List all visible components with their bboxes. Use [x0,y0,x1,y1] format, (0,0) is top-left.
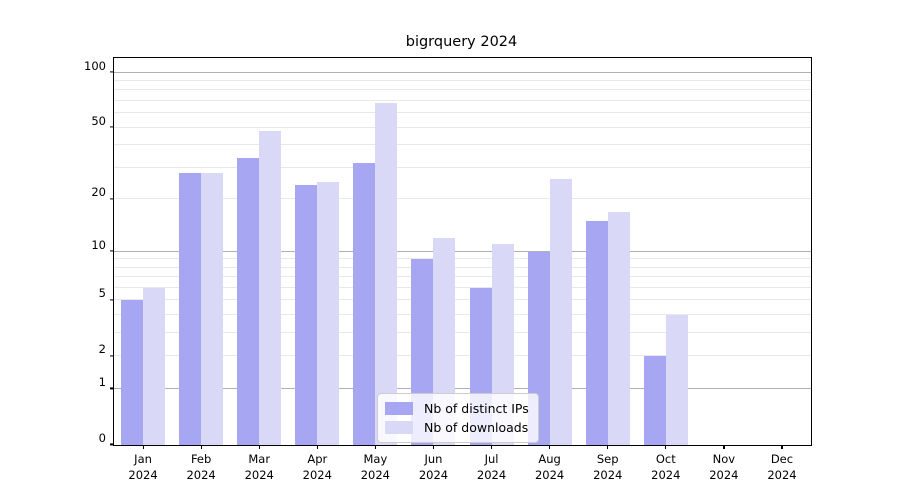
gridline-20 [114,198,811,200]
bar-sep-distinct-ips [585,221,608,445]
bar-apr-downloads [317,182,340,445]
x-tick-label-feb: Feb 2024 [186,452,216,482]
x-tick-jan [142,445,144,449]
gridline-60 [114,112,811,114]
gridline-6 [114,286,811,288]
legend-swatch-distinct-ips [385,402,413,415]
legend-label-downloads: Nb of downloads [424,420,529,435]
x-tick-apr [316,445,318,449]
x-tick-jun [432,445,435,449]
y-tick-2 [110,355,114,357]
y-tick-100 [110,71,114,73]
x-tick-label-jul: Jul 2024 [476,452,507,482]
gridline-3 [114,332,811,334]
x-tick-label-aug: Aug 2024 [534,452,565,482]
y-tick-5 [110,299,114,301]
gridline-5 [114,299,811,301]
x-tick-label-jun: Jun 2024 [418,452,449,482]
x-tick-aug [549,445,551,449]
gridline-10 [114,250,811,252]
y-tick-0 [110,443,114,445]
legend-entry-distinct-ips: Nb of distinct IPs [385,399,529,418]
x-tick-may [374,445,377,449]
gridline-70 [114,100,811,102]
plot-area: 0 1 2 5 10 20 50 100 Jan 2024 Feb 2024 Mar 2024 Apr 20… [84,57,812,482]
x-tick-mar [258,445,260,449]
bar-mar-downloads [259,130,282,445]
bar-aug-downloads [549,179,572,445]
gridline-7 [114,276,811,278]
gridline-2 [114,355,811,357]
x-tick-sep [607,445,609,449]
gridline-90 [114,80,811,81]
y-tick-50 [110,126,114,128]
bar-oct-distinct-ips [643,356,666,445]
y-tick-label-100: 100 [84,58,106,73]
bar-jan-distinct-ips [121,300,144,445]
gridline-40 [114,144,811,146]
y-tick-label-1: 1 [98,375,106,390]
x-tick-nov [723,445,725,449]
bar-mar-distinct-ips [237,158,260,445]
y-tick-10 [110,250,114,252]
bar-sep-downloads [607,211,630,445]
legend-entry-downloads: Nb of downloads [385,418,529,437]
y-tick-label-0: 0 [98,431,106,445]
x-tick-label-may: May 2024 [360,452,391,482]
gridline-30 [114,166,811,168]
gridline-80 [114,89,811,91]
bar-feb-downloads [201,173,224,445]
bar-feb-distinct-ips [179,173,202,445]
x-tick-oct [665,445,667,449]
x-tick-label-dec: Dec 2024 [767,452,797,482]
x-tick-label-oct: Oct 2024 [651,452,681,482]
x-tick-label-apr: Apr 2024 [302,452,332,482]
y-tick-label-20: 20 [91,185,106,200]
bar-jan-downloads [143,287,166,445]
gridline-50 [114,126,811,128]
x-tick-label-sep: Sep 2024 [593,452,623,482]
x-tick-jul [491,445,493,449]
x-tick-dec [781,445,783,449]
x-tick-label-nov: Nov 2024 [709,452,739,482]
bar-oct-downloads [665,315,688,445]
legend: Nb of distinct IPs Nb of downloads [377,393,539,443]
y-tick-label-5: 5 [98,286,106,301]
chart-title: bigrquery 2024 [405,34,518,50]
gridline-100 [114,71,811,73]
legend-label-distinct-ips: Nb of distinct IPs [424,401,529,416]
y-tick-label-10: 10 [91,237,106,252]
gridline-1 [114,388,811,390]
y-tick-label-50: 50 [91,113,106,128]
legend-swatch-downloads [385,421,413,434]
bar-may-distinct-ips [353,162,376,445]
x-tick-label-jan: Jan 2024 [128,452,158,482]
y-tick-20 [110,198,114,200]
x-tick-label-mar: Mar 2024 [244,452,274,482]
gridline-9 [114,258,811,260]
x-tick-feb [200,445,202,449]
bar-may-downloads [375,103,398,445]
gridline-8 [114,266,811,268]
bar-apr-distinct-ips [295,185,318,445]
y-tick-1 [110,387,114,389]
gridline-4 [114,314,811,316]
y-tick-label-2: 2 [98,342,106,357]
